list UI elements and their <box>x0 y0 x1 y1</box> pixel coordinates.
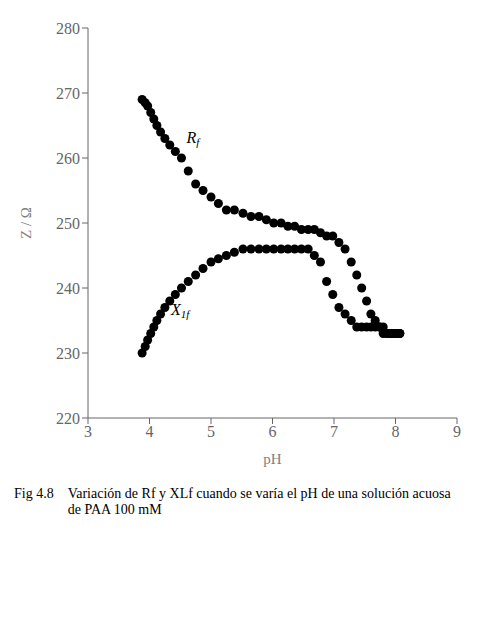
html-text:Variación de Rf y XLf cuando s: Variación de Rf y XLf cuando se varía el… <box>67 486 451 501</box>
svg-text:280: 280 <box>56 20 80 37</box>
svg-text:5: 5 <box>207 423 215 440</box>
html-text:Fig 4.8: Fig 4.8 <box>14 486 54 501</box>
html-text:de PAA 100 mM: de PAA 100 mM <box>67 502 162 517</box>
svg-text:7: 7 <box>330 423 338 440</box>
svg-text:6: 6 <box>269 423 277 440</box>
svg-text:X1f: X1f <box>170 300 191 319</box>
svg-text:Z / Ω: Z / Ω <box>18 207 34 239</box>
svg-text:240: 240 <box>56 280 80 297</box>
svg-text:9: 9 <box>453 423 461 440</box>
svg-text:3: 3 <box>84 423 92 440</box>
svg-text:260: 260 <box>56 150 80 167</box>
svg-text:pH: pH <box>263 451 282 467</box>
svg-text:8: 8 <box>392 423 400 440</box>
svg-text:4: 4 <box>146 423 154 440</box>
svg-text:Rf: Rf <box>185 128 201 147</box>
svg-text:230: 230 <box>56 345 80 362</box>
svg-text:270: 270 <box>56 85 80 102</box>
svg-text:250: 250 <box>56 215 80 232</box>
svg-text:220: 220 <box>56 410 80 427</box>
